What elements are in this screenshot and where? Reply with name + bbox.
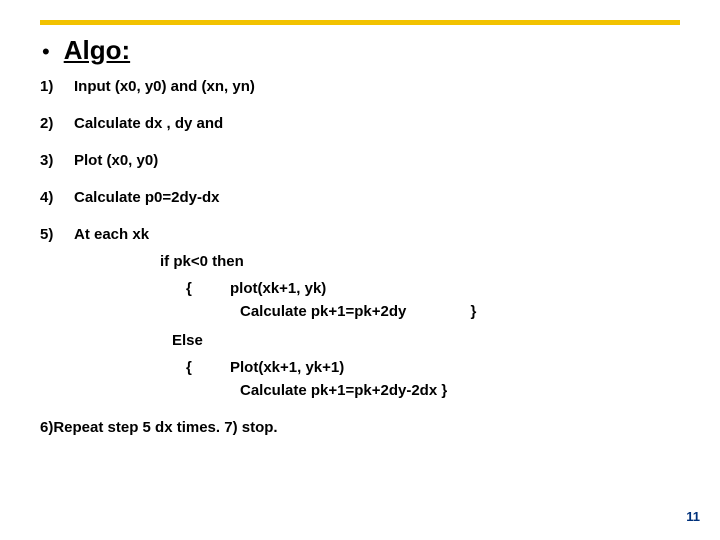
step-5: 5) At each xk — [40, 226, 680, 243]
title-row: • Algo: — [40, 35, 680, 66]
else-line: Else — [172, 332, 680, 349]
bullet-icon: • — [42, 41, 50, 63]
step-num: 4) — [40, 189, 74, 206]
if-body-line1: plot(xk+1, yk) — [230, 280, 406, 297]
page-number: 11 — [686, 509, 700, 524]
if-body-line2-text: Calculate pk+1=pk+2dy — [240, 303, 406, 320]
open-brace: { — [186, 280, 230, 297]
step-3: 3) Plot (x0, y0) — [40, 152, 680, 169]
step-1: 1) Input (x0, y0) and (xn, yn) — [40, 78, 680, 95]
slide-title: Algo: — [64, 35, 130, 66]
step-text: At each xk — [74, 226, 680, 243]
close-brace: } — [471, 303, 477, 320]
else-body: Plot(xk+1, yk+1) Calculate pk+1=pk+2dy-2… — [230, 359, 447, 405]
step-num: 3) — [40, 152, 74, 169]
top-rule — [40, 20, 680, 25]
if-body-line2: Calculate pk+1=pk+2dy } — [240, 303, 406, 320]
step-6-7: 6)Repeat step 5 dx times. 7) stop. — [40, 419, 680, 436]
step-text: Plot (x0, y0) — [74, 152, 680, 169]
if-block: { plot(xk+1, yk) Calculate pk+1=pk+2dy } — [186, 280, 680, 326]
else-body-line1: Plot(xk+1, yk+1) — [230, 359, 447, 376]
step-text: Input (x0, y0) and (xn, yn) — [74, 78, 680, 95]
open-brace: { — [186, 359, 230, 376]
step-2: 2) Calculate dx , dy and — [40, 115, 680, 132]
step-4: 4) Calculate p0=2dy-dx — [40, 189, 680, 206]
step-text: Calculate p0=2dy-dx — [74, 189, 680, 206]
if-body: plot(xk+1, yk) Calculate pk+1=pk+2dy } — [230, 280, 406, 326]
step-num: 5) — [40, 226, 74, 243]
else-body-line2: Calculate pk+1=pk+2dy-2dx } — [240, 382, 447, 399]
else-block: { Plot(xk+1, yk+1) Calculate pk+1=pk+2dy… — [186, 359, 680, 405]
step-num: 1) — [40, 78, 74, 95]
slide: • Algo: 1) Input (x0, y0) and (xn, yn) 2… — [0, 0, 720, 540]
step-num: 2) — [40, 115, 74, 132]
if-line: if pk<0 then — [160, 253, 680, 270]
step-text: Calculate dx , dy and — [74, 115, 680, 132]
